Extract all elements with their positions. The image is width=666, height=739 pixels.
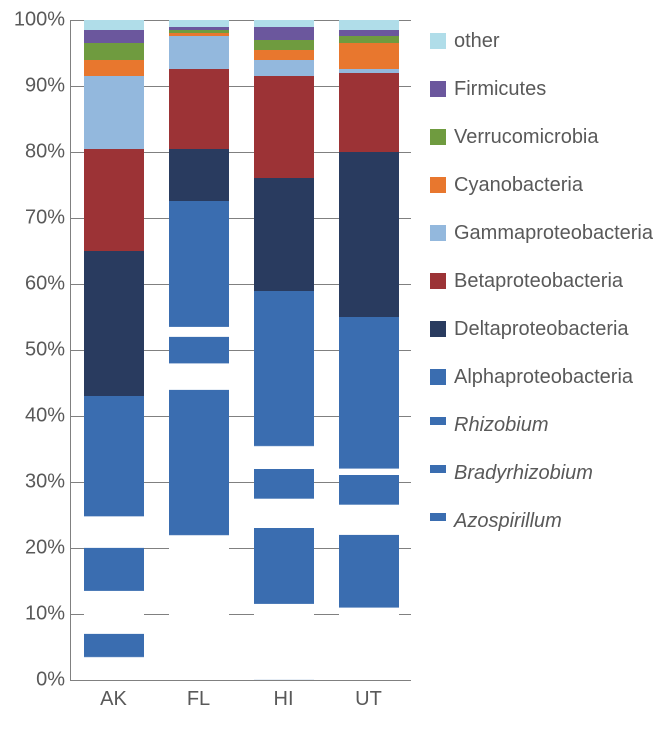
segment-betaproteobacteria <box>254 76 314 178</box>
segment-rhizobium <box>254 423 314 469</box>
legend-swatch <box>430 369 446 385</box>
segment-alphaproteobacteria <box>84 396 144 485</box>
ytick-label: 60% <box>25 273 65 296</box>
segment-rhizobium <box>339 462 399 475</box>
bars-container: AKFLHIUT <box>71 20 411 680</box>
legend-item-verrucomicrobia: Verrucomicrobia <box>430 126 650 148</box>
ytick-label: 20% <box>25 537 65 560</box>
legend-label: Gammaproteobacteria <box>454 222 653 244</box>
legend-label: Verrucomicrobia <box>454 126 599 148</box>
bar: UT <box>339 20 399 680</box>
segment-azospirillum <box>84 634 144 680</box>
legend-label: Deltaproteobacteria <box>454 318 629 340</box>
segment-gammaproteobacteria <box>84 76 144 149</box>
segment-betaproteobacteria <box>84 149 144 251</box>
segment-bradyrhizobium <box>254 469 314 528</box>
legend-swatch <box>430 33 446 49</box>
ytick-label: 40% <box>25 405 65 428</box>
segment-bradyrhizobium <box>339 475 399 534</box>
legend-label: other <box>454 30 500 52</box>
segment-bradyrhizobium <box>84 548 144 634</box>
legend-swatch <box>430 129 446 145</box>
segment-firmicutes <box>84 30 144 43</box>
legend-item-other: other <box>430 30 650 52</box>
segment-other <box>169 20 229 27</box>
ytick-label: 30% <box>25 471 65 494</box>
plot-area: AKFLHIUT 0%10%20%30%40%50%60%70%80%90%10… <box>70 20 411 681</box>
legend-label: Betaproteobacteria <box>454 270 623 292</box>
ytick-label: 70% <box>25 207 65 230</box>
segment-alphaproteobacteria <box>169 201 229 317</box>
ytick-label: 80% <box>25 141 65 164</box>
legend-item-alphaproteobacteria: Alphaproteobacteria <box>430 366 650 388</box>
segment-gammaproteobacteria <box>169 36 229 69</box>
segment-bradyrhizobium <box>169 337 229 390</box>
segment-cyanobacteria <box>339 43 399 69</box>
bar: FL <box>169 20 229 680</box>
legend-item-bradyrhizobium: Bradyrhizobium <box>430 462 650 484</box>
ytick-label: 10% <box>25 603 65 626</box>
bar: HI <box>254 20 314 680</box>
legend-swatch <box>430 225 446 241</box>
xtick-label: FL <box>187 688 210 711</box>
segment-cyanobacteria <box>84 60 144 77</box>
segment-deltaproteobacteria <box>254 178 314 290</box>
legend-swatch <box>430 417 446 433</box>
ytick-label: 90% <box>25 75 65 98</box>
legend-label: Rhizobium <box>454 414 548 436</box>
segment-azospirillum <box>339 535 399 680</box>
legend-label: Bradyrhizobium <box>454 462 593 484</box>
legend: other Firmicutes Verrucomicrobia Cyanobacte… <box>430 30 650 532</box>
legend-item-gammaproteobacteria: Gammaproteobacteria <box>430 222 650 244</box>
legend-label: Cyanobacteria <box>454 174 583 196</box>
segment-firmicutes <box>254 27 314 40</box>
ytick-label: 50% <box>25 339 65 362</box>
segment-alphaproteobacteria <box>254 291 314 423</box>
segment-alphaproteobacteria <box>339 317 399 462</box>
legend-item-rhizobium: Rhizobium <box>430 414 650 436</box>
xtick-label: AK <box>100 688 127 711</box>
ytick-label: 0% <box>36 669 65 692</box>
segment-betaproteobacteria <box>339 73 399 152</box>
legend-swatch <box>430 177 446 193</box>
legend-label: Azospirillum <box>454 510 562 532</box>
segment-deltaproteobacteria <box>339 152 399 317</box>
ytick-label: 100% <box>14 9 65 32</box>
xtick-label: UT <box>355 688 382 711</box>
xtick-label: HI <box>274 688 294 711</box>
legend-item-deltaproteobacteria: Deltaproteobacteria <box>430 318 650 340</box>
segment-rhizobium <box>84 485 144 548</box>
segment-gammaproteobacteria <box>254 60 314 77</box>
segment-deltaproteobacteria <box>169 149 229 202</box>
segment-cyanobacteria <box>254 50 314 60</box>
legend-swatch <box>430 321 446 337</box>
legend-swatch <box>430 273 446 289</box>
segment-verrucomicrobia <box>84 43 144 60</box>
legend-item-betaproteobacteria: Betaproteobacteria <box>430 270 650 292</box>
segment-verrucomicrobia <box>254 40 314 50</box>
segment-firmicutes <box>339 30 399 37</box>
segment-deltaproteobacteria <box>84 251 144 396</box>
segment-betaproteobacteria <box>169 69 229 148</box>
legend-swatch <box>430 465 446 481</box>
segment-rhizobium <box>169 317 229 337</box>
legend-item-azospirillum: Azospirillum <box>430 510 650 532</box>
segment-azospirillum <box>169 390 229 680</box>
bar: AK <box>84 20 144 680</box>
legend-label: Firmicutes <box>454 78 546 100</box>
segment-verrucomicrobia <box>339 36 399 43</box>
legend-item-firmicutes: Firmicutes <box>430 78 650 100</box>
segment-other <box>339 20 399 30</box>
segment-azospirillum <box>254 528 314 680</box>
stacked-bar-chart: AKFLHIUT 0%10%20%30%40%50%60%70%80%90%10… <box>0 0 666 739</box>
legend-label: Alphaproteobacteria <box>454 366 633 388</box>
legend-item-cyanobacteria: Cyanobacteria <box>430 174 650 196</box>
segment-other <box>254 20 314 27</box>
legend-swatch <box>430 81 446 97</box>
segment-other <box>84 20 144 30</box>
legend-swatch <box>430 513 446 529</box>
